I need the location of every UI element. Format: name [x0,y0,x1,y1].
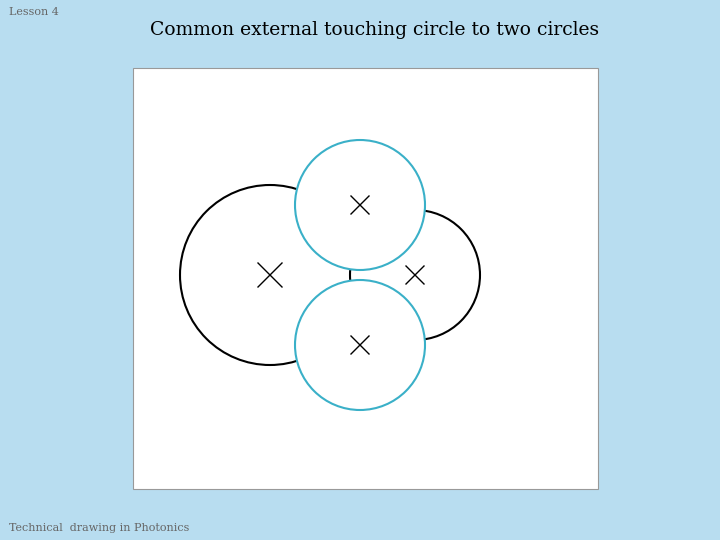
Circle shape [295,280,425,410]
Circle shape [350,210,480,340]
Text: Common external touching circle to two circles: Common external touching circle to two c… [150,21,599,39]
Text: Technical  drawing in Photonics: Technical drawing in Photonics [9,523,189,533]
Text: Lesson 4: Lesson 4 [9,7,58,17]
Circle shape [180,185,360,365]
Bar [133,68,598,489]
Circle shape [295,140,425,270]
